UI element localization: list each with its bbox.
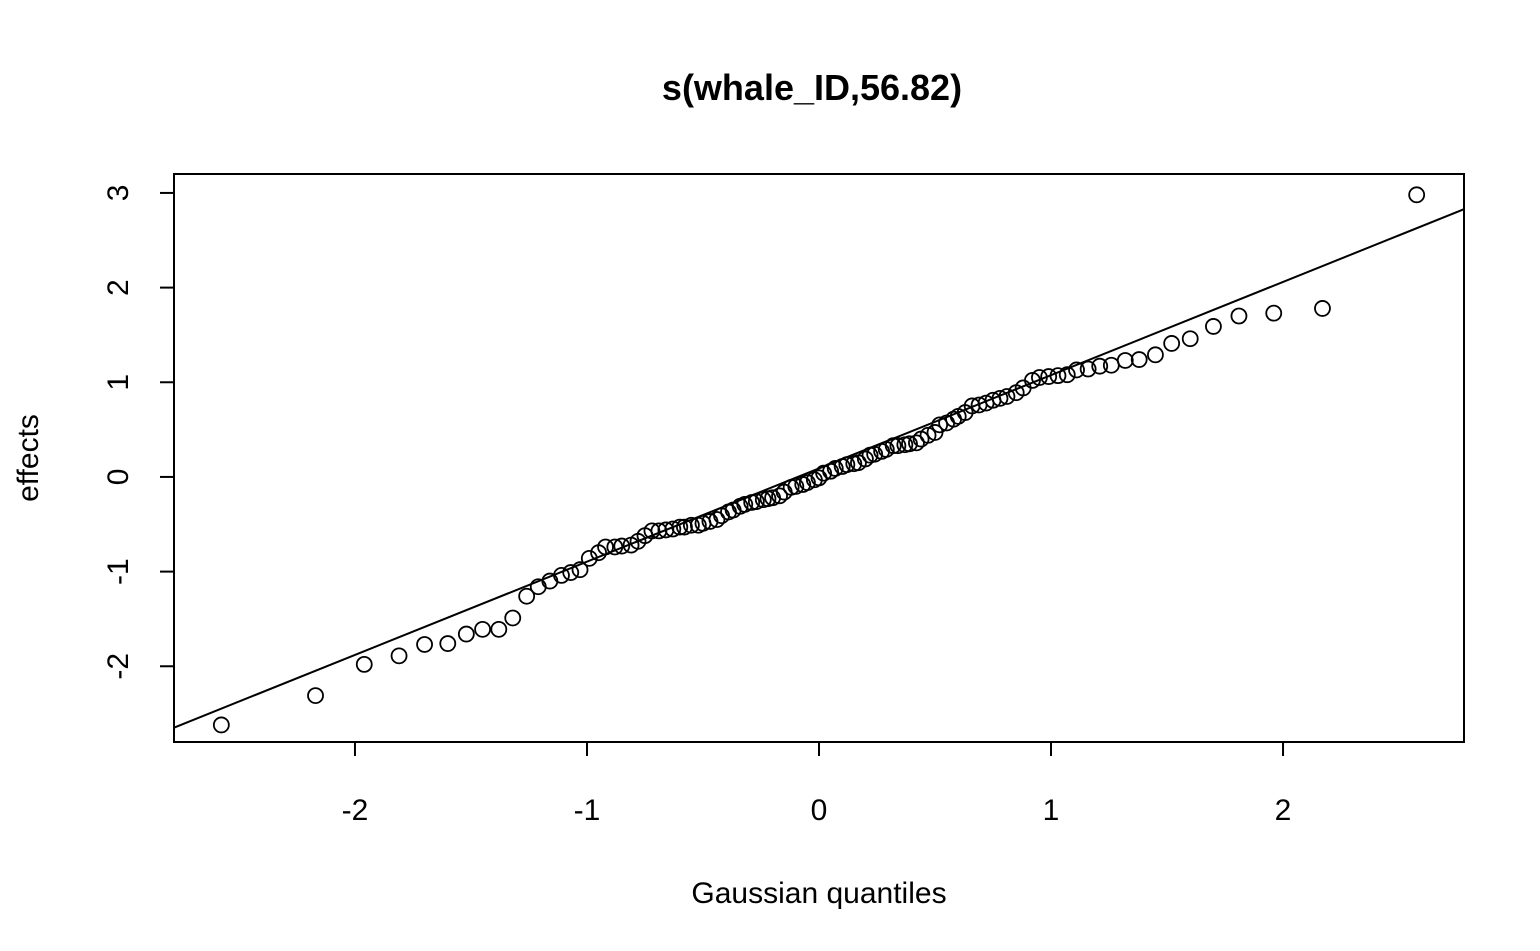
data-point (307, 687, 324, 705)
data-point (355, 655, 373, 673)
data-point (931, 416, 949, 434)
data-point (457, 625, 475, 643)
data-point (553, 566, 570, 584)
y-tick-label: -1 (102, 558, 135, 585)
x-tick-label: 2 (1275, 794, 1292, 827)
y-tick-label: -2 (102, 653, 135, 680)
x-axis: -2 -1 0 1 2 (342, 742, 1292, 827)
data-point (857, 450, 874, 468)
data-point (416, 636, 433, 653)
data-point (1116, 352, 1134, 369)
data-point (439, 635, 457, 652)
data-point (571, 561, 589, 579)
data-point (1265, 304, 1283, 322)
data-point (908, 434, 925, 452)
data-points (212, 186, 1426, 734)
chart-title: s(whale_ID,56.82) (662, 67, 962, 108)
data-point (490, 620, 508, 638)
data-point (518, 587, 536, 605)
data-point (1091, 357, 1109, 375)
y-tick-label: 3 (102, 185, 135, 202)
data-point (736, 495, 754, 513)
data-point (664, 520, 682, 538)
data-point (1130, 351, 1148, 368)
y-tick-label: 0 (102, 469, 135, 486)
data-point (613, 537, 631, 555)
data-point (838, 456, 856, 474)
data-point (1205, 318, 1222, 335)
data-point (1147, 346, 1164, 364)
data-point (1049, 367, 1067, 385)
data-point (998, 388, 1016, 405)
data-point (1102, 356, 1120, 374)
data-point (390, 647, 408, 665)
data-point (597, 538, 614, 556)
data-point (1068, 361, 1085, 379)
data-point (787, 477, 805, 495)
data-point (815, 464, 833, 482)
data-point (901, 435, 918, 453)
data-point (1058, 366, 1076, 384)
y-axis-title: effects (12, 414, 45, 502)
data-point (771, 487, 788, 505)
data-point (580, 549, 598, 567)
data-point (504, 609, 522, 627)
data-point (1079, 360, 1097, 378)
data-point (606, 538, 624, 556)
data-point (643, 522, 661, 540)
data-point (1314, 300, 1331, 317)
data-point (212, 716, 230, 734)
x-tick-label: 0 (811, 794, 828, 827)
data-point (1163, 335, 1181, 352)
data-point (1031, 369, 1048, 386)
data-point (1181, 330, 1199, 348)
y-axis: -2 -1 0 1 2 3 (102, 185, 174, 680)
x-axis-title: Gaussian quantiles (691, 877, 946, 910)
data-point (708, 511, 726, 528)
x-tick-label: -2 (342, 794, 369, 827)
data-point (884, 437, 902, 455)
x-tick-label: 1 (1043, 794, 1060, 827)
data-point (474, 620, 491, 638)
x-tick-label: -1 (574, 794, 601, 827)
data-point (682, 516, 700, 534)
data-point (889, 437, 907, 455)
data-point (1408, 186, 1426, 204)
data-point (826, 460, 844, 477)
data-point (822, 462, 840, 480)
data-point (1040, 368, 1058, 385)
y-tick-label: 2 (102, 279, 135, 296)
data-point (562, 564, 580, 581)
data-point (671, 518, 689, 536)
data-point (747, 493, 765, 510)
y-tick-label: 1 (102, 374, 135, 391)
data-point (991, 389, 1009, 407)
data-point (1230, 307, 1248, 325)
